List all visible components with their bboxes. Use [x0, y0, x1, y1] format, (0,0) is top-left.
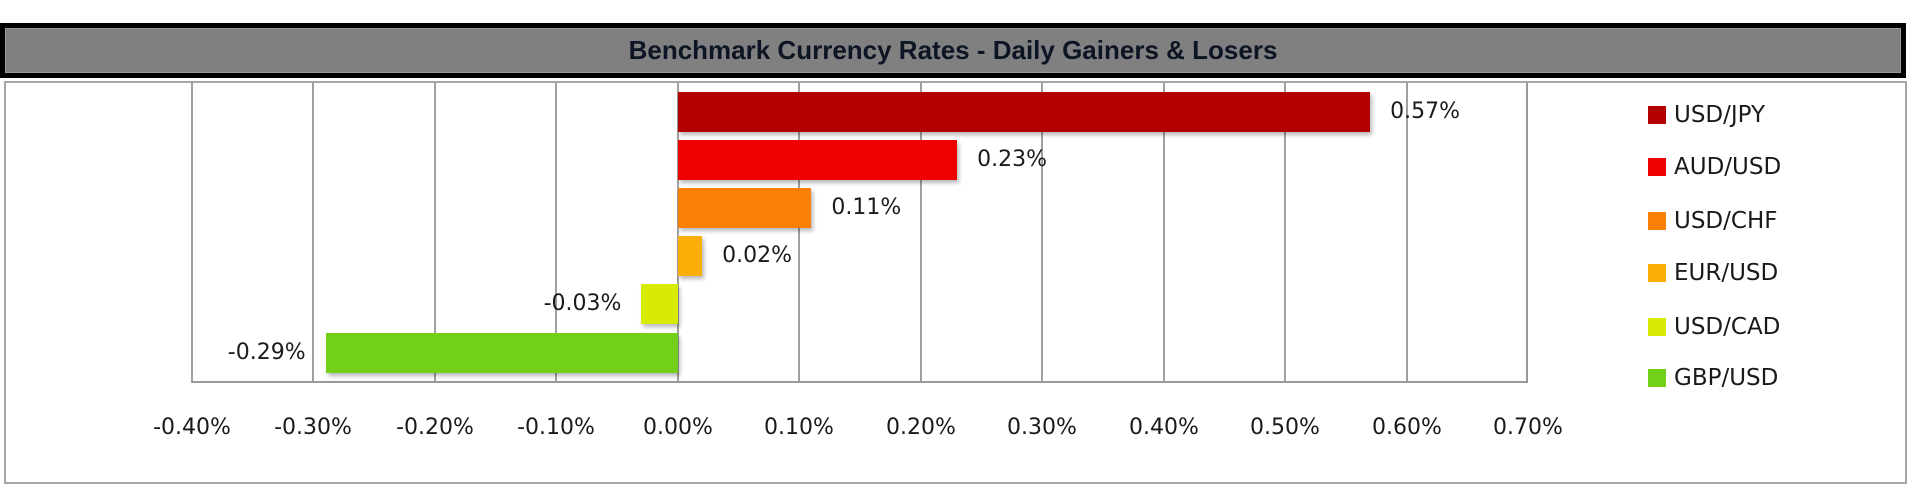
gridline — [1041, 83, 1043, 383]
bar-aud-usd[interactable] — [677, 140, 958, 180]
legend-label: USD/CHF — [1674, 208, 1778, 234]
x-tick-label: 0.40% — [1129, 415, 1199, 440]
legend-swatch-icon — [1648, 369, 1666, 387]
data-label: 0.23% — [977, 147, 1048, 172]
bar-gbp-usd[interactable] — [325, 333, 678, 373]
gridline — [1284, 83, 1286, 383]
legend-item[interactable]: USD/CHF — [1648, 208, 1777, 234]
legend-swatch-icon — [1648, 212, 1666, 230]
bar-usd-cad[interactable] — [641, 284, 678, 324]
chart-title: Benchmark Currency Rates - Daily Gainers… — [628, 35, 1278, 65]
gridline — [555, 83, 557, 383]
legend-item[interactable]: USD/JPY — [1648, 102, 1765, 128]
chart-title-bar: Benchmark Currency Rates - Daily Gainers… — [0, 23, 1906, 78]
legend-item[interactable]: AUD/USD — [1648, 154, 1781, 180]
x-tick-label: 0.30% — [1007, 415, 1077, 440]
gridline — [1406, 83, 1408, 383]
legend-swatch-icon — [1648, 106, 1666, 124]
data-label: 0.02% — [722, 243, 792, 268]
data-label: 0.57% — [1390, 99, 1460, 124]
gridline — [1163, 83, 1165, 383]
legend-swatch-icon — [1648, 318, 1666, 336]
plot-area — [192, 83, 1528, 383]
legend-item[interactable]: EUR/USD — [1648, 260, 1778, 286]
x-tick-label: -0.10% — [517, 415, 595, 440]
gridline — [434, 83, 436, 383]
gridline — [798, 83, 800, 383]
gridline — [920, 83, 922, 383]
bar-usd-chf[interactable] — [677, 188, 812, 228]
legend-label: USD/CAD — [1674, 314, 1781, 340]
x-tick-label: 0.60% — [1372, 415, 1442, 440]
x-tick-label: 0.50% — [1250, 415, 1320, 440]
legend-item[interactable]: GBP/USD — [1648, 365, 1778, 391]
data-label: -0.03% — [543, 291, 622, 316]
bar-usd-jpy[interactable] — [677, 92, 1371, 132]
gridline — [677, 83, 679, 383]
legend-label: AUD/USD — [1674, 154, 1782, 180]
x-tick-label: -0.20% — [396, 415, 474, 440]
gridline — [312, 83, 314, 383]
x-tick-label: 0.00% — [643, 415, 713, 440]
x-tick-label: 0.20% — [886, 415, 956, 440]
data-label: 0.11% — [831, 195, 902, 220]
gridline — [191, 83, 193, 383]
bar-eur-usd[interactable] — [677, 236, 703, 276]
x-tick-label: 0.10% — [764, 415, 834, 440]
legend-label: USD/JPY — [1674, 102, 1766, 128]
x-tick-label: -0.40% — [153, 415, 231, 440]
data-label: -0.29% — [227, 340, 306, 365]
legend-label: EUR/USD — [1674, 260, 1779, 286]
legend-swatch-icon — [1648, 264, 1666, 282]
legend-label: GBP/USD — [1674, 365, 1779, 391]
legend-swatch-icon — [1648, 158, 1666, 176]
x-tick-label: -0.30% — [274, 415, 352, 440]
legend-item[interactable]: USD/CAD — [1648, 314, 1780, 340]
x-tick-label: 0.70% — [1493, 415, 1563, 440]
